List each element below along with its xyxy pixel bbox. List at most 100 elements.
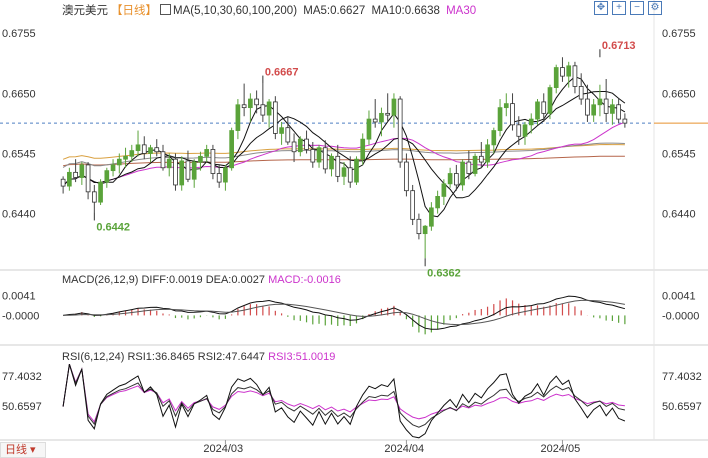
candle-up [123,155,128,160]
chart-toolbar: ✥ + − ⚙ [594,1,662,15]
candle-up [166,158,172,169]
rsi-header: RSI(6,12,24) RSI1:36.8465 RSI2:47.6447 R… [62,351,335,363]
candle-down [141,144,147,154]
period-label[interactable]: 【日线】 [111,5,157,17]
axes: 0.6755 0.6755 0.6650 0.6650 0.6545 0.6545 0.64… [2,28,696,455]
candle-down [160,151,166,169]
candle-up [191,161,197,180]
ma-toggle-icon[interactable] [160,4,171,15]
candle-down [60,178,66,187]
macd-tick-right: 0.0041 [662,290,696,302]
candle-up [491,130,497,146]
candle-down [466,161,472,174]
candle-down [572,65,578,87]
macd-diff-line [63,295,626,330]
annotation-label: 0.6667 [265,67,299,79]
symbol-name: 澳元美元 [62,5,108,17]
price-tick-right: 0.6545 [662,148,696,160]
candle-up [391,98,397,116]
ma200-line [63,155,625,167]
ma-parameters: MA(5,10,30,60,100,200) [173,5,298,17]
ma5-line [62,76,626,218]
rsi-parameters: RSI(6,12,24) [62,351,125,363]
candle-down [416,218,422,235]
candle-up [223,167,228,183]
candle-down [322,147,328,170]
ma30-line [62,121,626,187]
candle-down [173,158,178,186]
candle-up [248,98,253,109]
rsi3-value: RSI3:51.0019 [268,351,336,363]
candle-up [429,207,434,227]
candle-up [422,225,428,235]
moving-average-lines [62,76,626,218]
candle-up [329,155,334,170]
rsi-tick-right: 50.6597 [662,401,702,413]
annotation-label: 0.6442 [96,221,130,233]
candle-down [310,149,316,163]
period-tab[interactable]: 日线 ▾ [0,442,46,458]
candle-down [510,103,515,126]
candle-down [478,155,484,163]
price-tick-left: 0.6755 [2,28,36,40]
ma30-value: MA30 [446,5,477,17]
main-chart-header: 澳元美元 【日线】 MA(5,10,30,60,100,200) MA5:0.662… [62,2,479,17]
candle-up [547,87,553,114]
candle-up [279,127,284,134]
candle-down [260,104,266,116]
candle-up [198,155,203,163]
candle-down [516,124,522,137]
settings-icon[interactable]: ⚙ [648,1,662,15]
candle-down [622,118,628,124]
zoom-in-icon[interactable]: + [612,1,626,15]
candle-up [229,130,234,169]
annotation-label: 0.6362 [427,267,461,279]
candle-down [304,138,309,150]
candle-down [85,164,91,193]
price-tick-right: 0.6650 [662,88,696,100]
candlesticks [60,57,628,259]
candle-up [460,161,465,186]
candle-up [553,67,559,88]
candle-down [397,98,403,163]
crosshair-icon[interactable]: ✥ [594,1,608,15]
ma5-value: MA5:0.6627 [303,5,366,17]
candle-up [354,158,359,183]
zoom-out-icon[interactable]: − [630,1,644,15]
candle-up [266,101,272,116]
period-tab-label: 日线 [5,444,27,456]
candle-down [410,190,415,220]
rsi-tick-left: 77.4032 [2,371,42,383]
candle-down [254,98,259,106]
macd-hist-value: MACD:-0.0016 [268,274,341,286]
candle-down [73,171,78,178]
ma10-value: MA10:0.6638 [371,5,440,17]
candle-up [98,181,103,203]
candle-down [285,127,291,143]
candle-down [291,141,297,153]
rsi1-value: RSI1:36.8465 [127,351,195,363]
candle-down [603,98,609,114]
macd-parameters: MACD(26,12,9) [62,274,139,286]
macd-header: MACD(26,12,9) DIFF:0.0019 DEA:0.0027 MAC… [62,274,341,286]
candle-down [404,161,409,192]
candle-up [610,104,615,114]
x-tick-label: 2024/03 [203,443,243,455]
rsi-panel: 77.4032 77.4032 50.6597 50.6597 [2,364,702,439]
candle-up [316,147,322,163]
price-annotations: 0.6667 0.6442 0.6362 0.6713 [93,40,636,279]
candle-up [503,103,509,109]
rsi-tick-left: 50.6597 [2,401,42,413]
candle-down [241,104,247,109]
candle-up [591,104,597,116]
macd-dea-value: DEA:0.0027 [205,274,266,286]
candle-down [216,173,222,183]
candle-up [497,107,503,131]
candle-up [67,171,72,187]
candle-up [235,104,241,131]
candle-down [541,101,547,114]
candle-up [441,183,447,197]
candle-up [379,112,384,123]
candle-up [135,144,141,151]
